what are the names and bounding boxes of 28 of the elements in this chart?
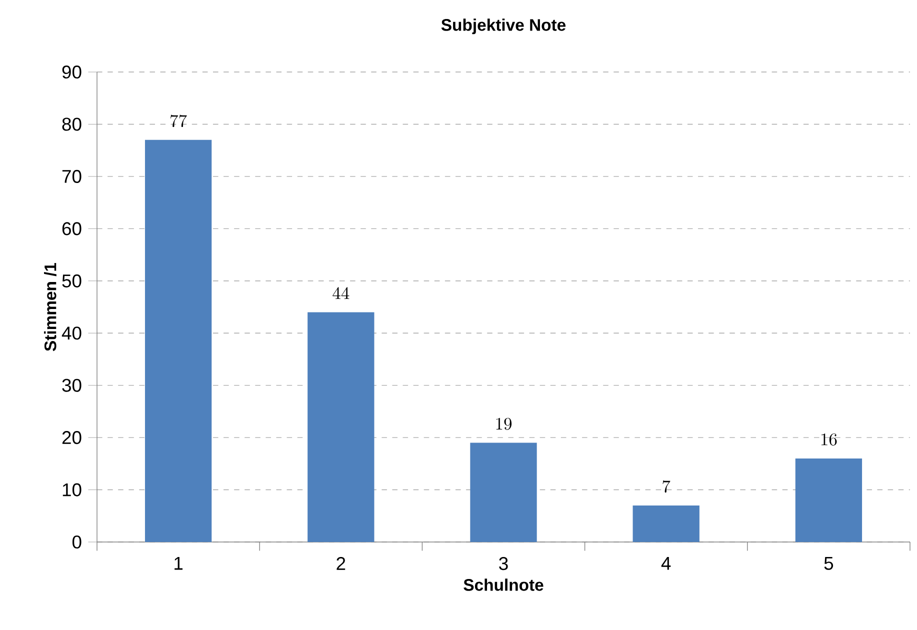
bar (470, 442, 537, 542)
y-tick-label: 60 (62, 222, 82, 236)
data-label: 16 (821, 433, 837, 446)
x-tick-label: 5 (824, 557, 834, 570)
data-label: 77 (170, 114, 187, 128)
data-label: 19 (496, 418, 512, 430)
x-tick-label: 2 (336, 557, 346, 570)
x-tick-label: 1 (174, 557, 183, 570)
chart-title: Subjektive Note (441, 18, 566, 34)
bar (632, 505, 700, 542)
y-tick-label: 80 (62, 118, 82, 131)
bar (308, 312, 374, 542)
y-tick-label: 20 (62, 431, 82, 444)
x-axis-title: Schulnote (464, 578, 544, 591)
y-tick-label: 30 (62, 378, 82, 392)
y-tick-label: 40 (62, 326, 82, 340)
y-tick-label: 0 (72, 535, 82, 549)
y-tick-label: 10 (62, 483, 82, 496)
y-axis-title: Stimmen /1 (44, 262, 56, 352)
bar (795, 458, 862, 542)
bar (144, 140, 212, 542)
x-tick-label: 4 (661, 557, 671, 570)
y-tick-label: 90 (62, 65, 82, 79)
y-tick-label: 50 (62, 274, 82, 288)
data-label: 44 (332, 287, 350, 299)
data-label: 7 (662, 480, 670, 493)
y-tick-label: 70 (62, 170, 82, 183)
x-tick-label: 3 (499, 557, 508, 570)
